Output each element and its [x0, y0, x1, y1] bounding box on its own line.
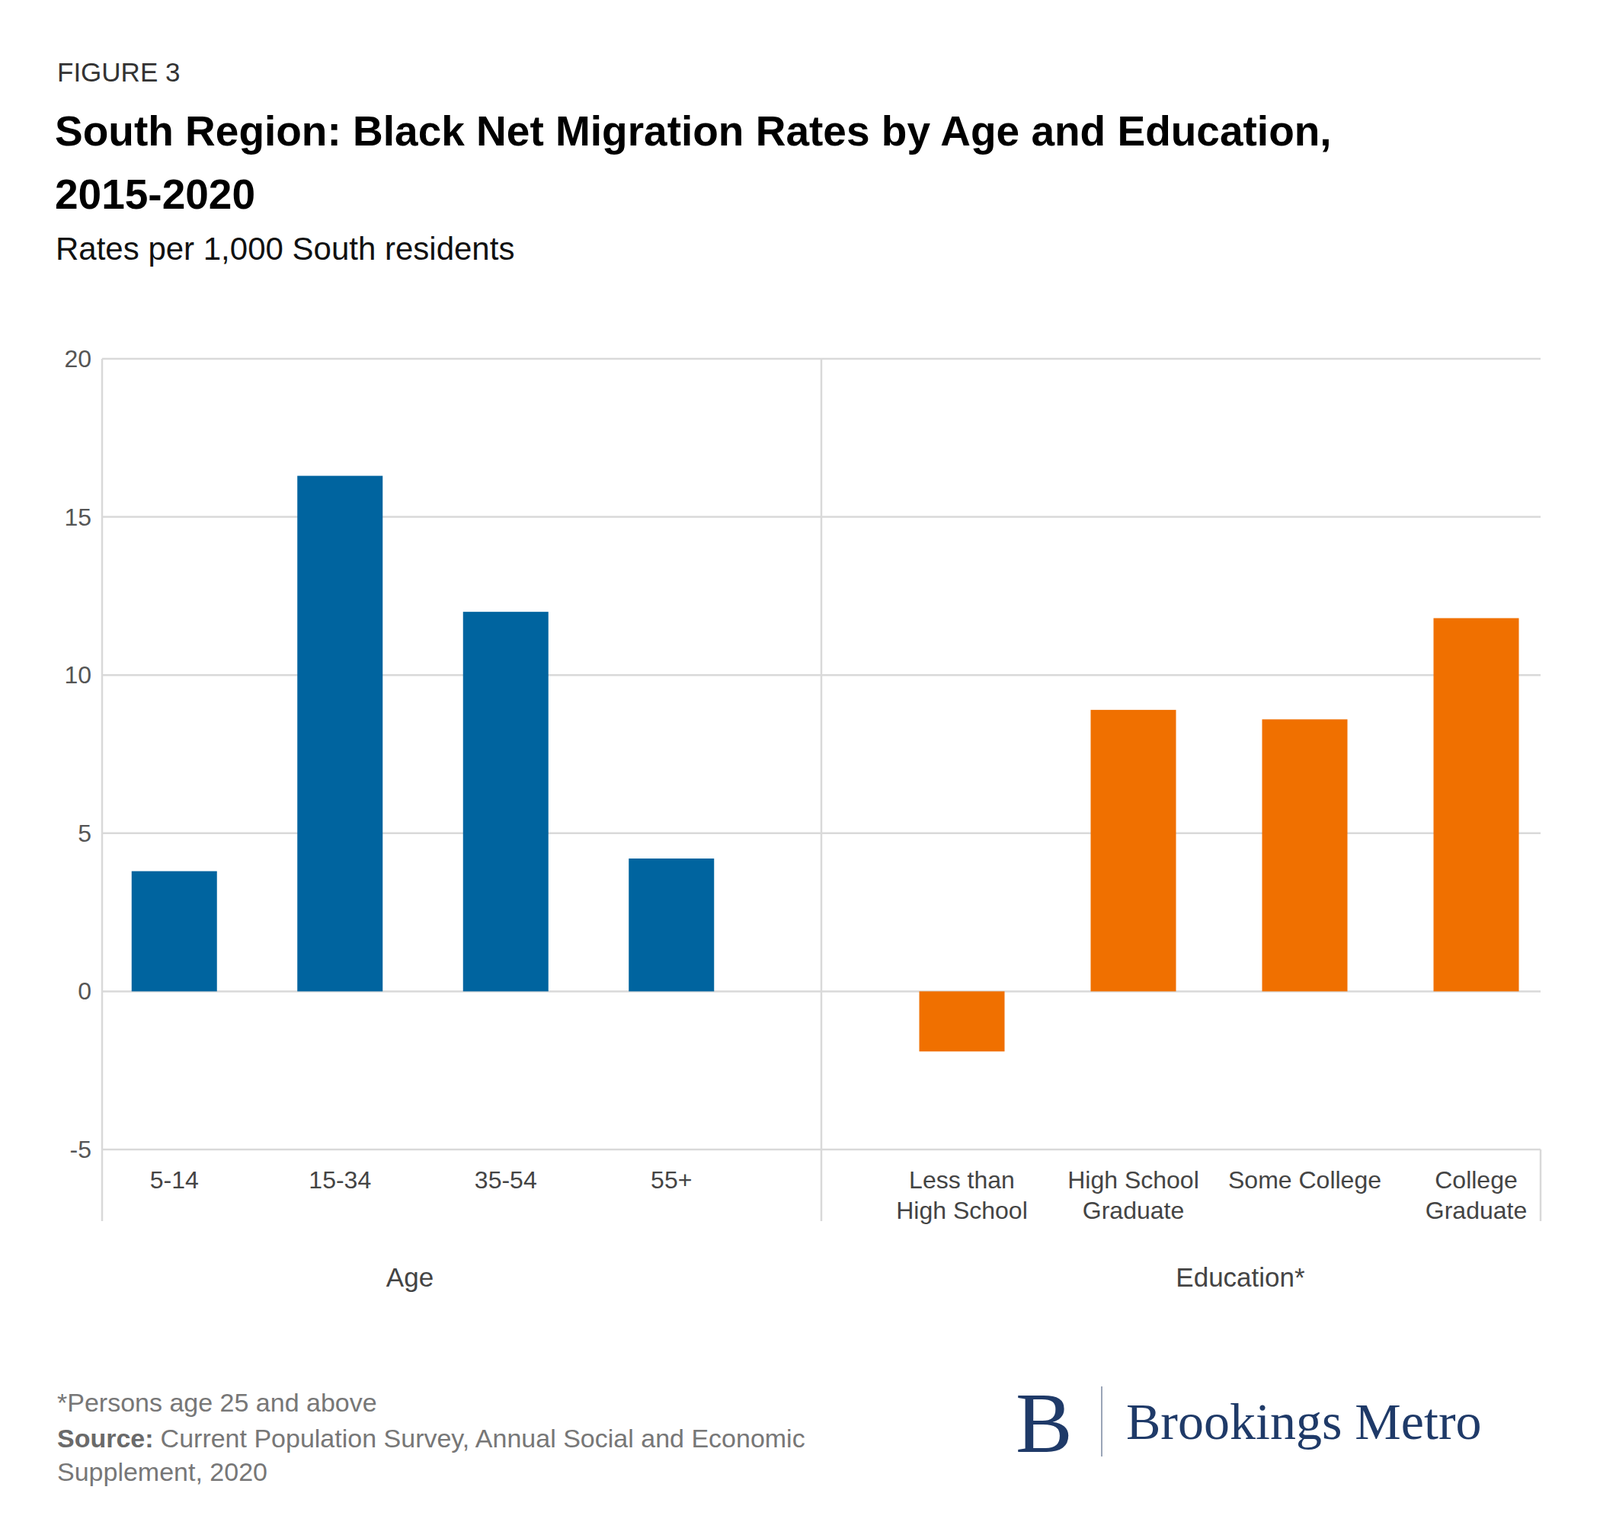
x-tick-label: Less thanHigh School	[896, 1166, 1028, 1225]
title-line: 2015-2020	[54, 170, 256, 218]
panel: -5 0 5 10 15 20 5-14 15-34 35-54 55+ Age	[64, 345, 822, 1293]
grid-line	[102, 1148, 822, 1152]
x-tick-line: High School	[1067, 1166, 1200, 1194]
bar	[1433, 617, 1520, 992]
x-tick-label: Some College	[1228, 1166, 1382, 1194]
grid-line	[102, 674, 822, 677]
chart-canvas: FIGURE 3 South Region: Black Net Migratio…	[0, 0, 1600, 1538]
bar	[919, 991, 1005, 1052]
grid-line	[821, 832, 1541, 836]
x-tick-line: Graduate	[1425, 1196, 1527, 1225]
y-tick-label: -5	[70, 1136, 92, 1164]
x-tick-line: Some College	[1228, 1166, 1382, 1194]
x-tick-line: 15-34	[308, 1166, 372, 1194]
bar	[1262, 719, 1348, 992]
grid-line	[821, 1148, 1541, 1152]
logo-divider	[1100, 1386, 1103, 1457]
bar	[297, 476, 383, 992]
bar	[463, 611, 549, 992]
y-tick-label: 5	[77, 819, 92, 848]
x-tick-line: High School	[896, 1196, 1028, 1225]
y-tick-label: 20	[64, 345, 92, 373]
bar	[1091, 710, 1177, 992]
source-text: Current Population Survey, Annual Social…	[57, 1424, 806, 1487]
grid-line	[102, 515, 822, 519]
x-tick-label: 5-14	[150, 1166, 199, 1194]
title-line: South Region: Black Net Migration Rates …	[54, 107, 1332, 155]
x-axis-title: Age	[386, 1262, 434, 1293]
title: South Region: Black Net Migration Rates …	[54, 107, 1332, 218]
x-tick-line: 35-54	[474, 1166, 538, 1194]
panel-divider	[820, 358, 823, 1222]
grid-line	[821, 515, 1541, 519]
source-label: Source:	[57, 1424, 154, 1453]
y-tick-label: 0	[77, 977, 92, 1005]
x-tick-label: High SchoolGraduate	[1067, 1166, 1200, 1225]
x-tick-label: 35-54	[474, 1166, 538, 1194]
grid-line	[821, 358, 1541, 361]
x-tick-line: 5-14	[150, 1166, 199, 1194]
grid-line	[821, 674, 1541, 677]
x-tick-label: 55+	[650, 1166, 692, 1194]
grid-line	[102, 832, 822, 836]
x-tick-line: 55+	[650, 1166, 692, 1194]
x-tick-label: CollegeGraduate	[1425, 1166, 1527, 1225]
bars	[131, 476, 715, 992]
x-tick-line: College	[1434, 1166, 1518, 1194]
figure-label: FIGURE 3	[57, 57, 180, 87]
x-tick-line: Less than	[908, 1166, 1015, 1194]
x-axis-title: Education*	[1175, 1262, 1306, 1293]
panel: Less thanHigh SchoolHigh SchoolGraduateS…	[821, 358, 1541, 1293]
y-tick-label: 15	[64, 503, 92, 532]
axis-line	[1539, 1149, 1543, 1222]
logo-mark: B	[1015, 1376, 1073, 1471]
bar	[131, 871, 218, 992]
x-tick-label: 15-34	[308, 1166, 372, 1194]
footnote: *Persons age 25 and above	[57, 1388, 378, 1418]
logo-text: Brookings Metro	[1126, 1392, 1482, 1451]
x-tick-line: Graduate	[1082, 1196, 1184, 1225]
y-tick-label: 10	[64, 661, 92, 689]
bar	[628, 858, 714, 992]
subtitle: Rates per 1,000 South residents	[55, 230, 515, 267]
bars	[919, 617, 1520, 1052]
axis-line	[101, 358, 104, 1222]
source-note: Source:Current Population Survey, Annual…	[57, 1421, 888, 1489]
grid-line	[102, 358, 822, 361]
